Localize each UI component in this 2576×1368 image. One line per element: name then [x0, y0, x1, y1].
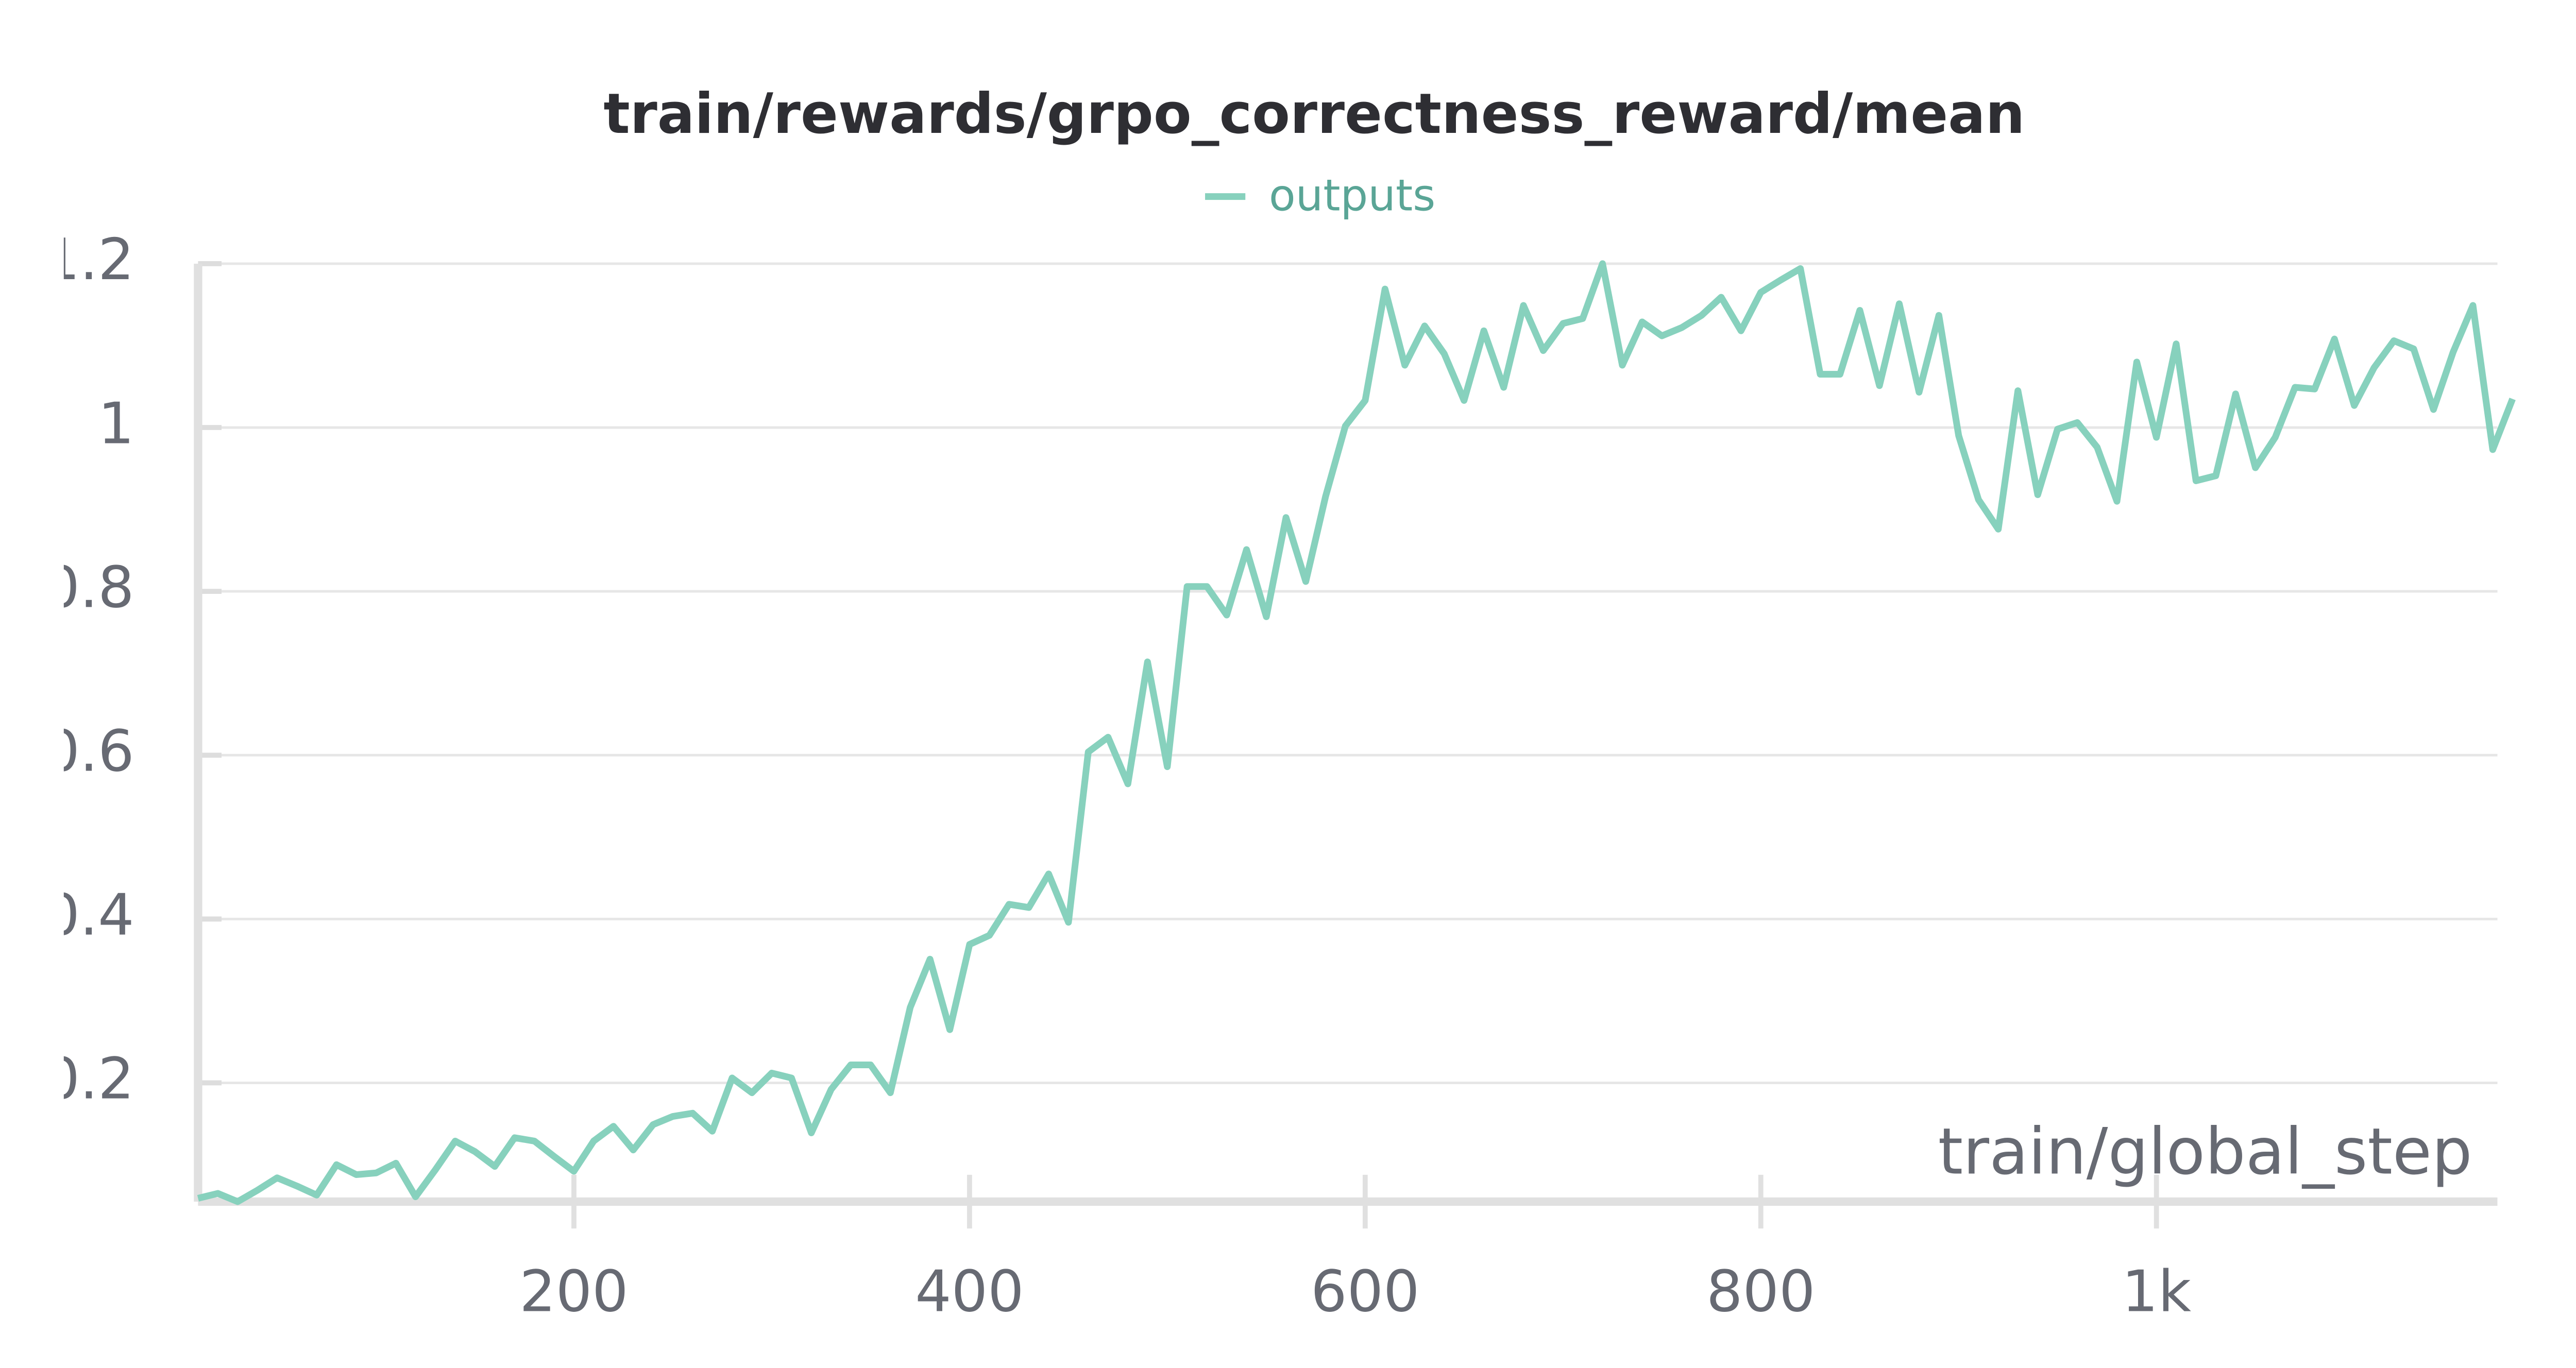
x-tick-label: 600 — [1311, 1259, 1419, 1325]
y-tick-label: 1.2 — [43, 227, 134, 293]
x-tick-label: 1k — [2122, 1259, 2191, 1325]
legend-label: outputs — [1269, 169, 1435, 220]
y-tick-label: 0.8 — [43, 554, 134, 621]
x-tick-label: 400 — [915, 1259, 1024, 1325]
line-series — [197, 260, 2516, 1205]
x-tick-label: 800 — [1706, 1259, 1815, 1325]
y-tick-label: 0.2 — [43, 1046, 134, 1113]
y-tick-label: 0.4 — [43, 882, 134, 949]
y-tick-label: 0.6 — [43, 718, 134, 784]
x-axis-label: train/global_step — [1938, 1115, 2472, 1189]
y-tick-label: 1 — [98, 390, 134, 457]
chart-title: train/rewards/grpo_correctness_reward/me… — [603, 82, 2025, 146]
x-tick-label: 200 — [519, 1259, 628, 1325]
